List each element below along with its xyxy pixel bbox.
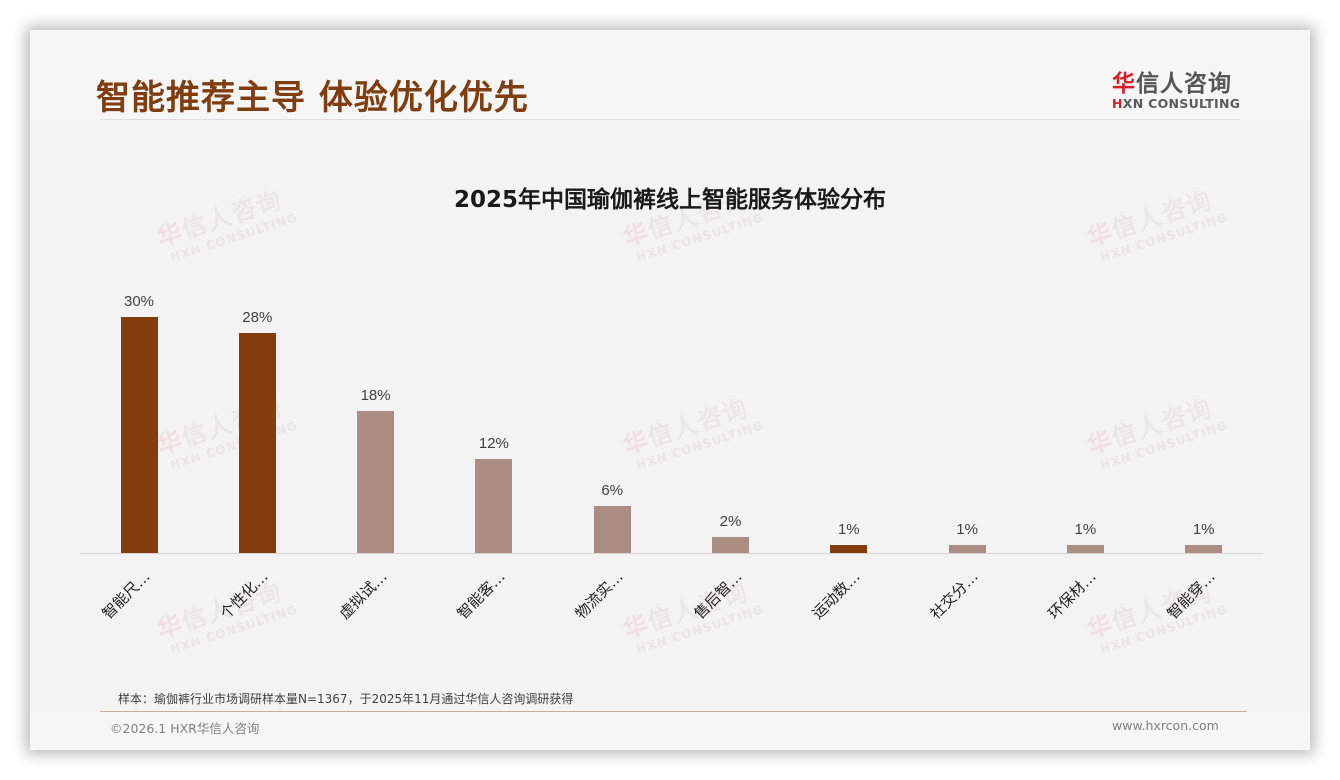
bar — [120, 317, 158, 553]
bar — [830, 545, 868, 553]
bar-value-label: 12% — [478, 435, 509, 452]
company-logo: 华信人咨询 HXN CONSULTING — [1112, 64, 1252, 111]
bar-value-label: 1% — [837, 521, 860, 538]
x-axis-baseline — [80, 553, 1263, 554]
category-label: 运动数… — [808, 567, 864, 623]
copyright-text: ©2026.1 HXR华信人咨询 — [110, 721, 260, 736]
category-label: 环保材… — [1044, 567, 1101, 623]
category-label: 虚拟试… — [335, 567, 391, 623]
logo-accent-char: 华 — [1112, 71, 1136, 97]
website-link[interactable]: www.hxrcon.com — [1112, 718, 1219, 733]
logo-en-rest: XN CONSULTING — [1122, 96, 1241, 111]
bar — [712, 537, 749, 553]
footer-band — [30, 712, 1310, 750]
category-label: 物流实… — [571, 567, 627, 623]
bar-value-label: 1% — [956, 521, 978, 538]
slide-card: 华信人咨询 HXN CONSULTING 华信人咨询 HXN CONSULTING 华信… — [30, 30, 1310, 750]
bar — [593, 506, 631, 553]
bar-value-label: 28% — [242, 309, 273, 326]
bar-value-label: 18% — [360, 387, 391, 404]
category-label: 智能尺… — [98, 567, 154, 623]
bar-value-label: 30% — [123, 293, 155, 310]
category-label: 社交分… — [926, 567, 982, 623]
category-label: 智能客… — [453, 567, 509, 623]
category-label: 智能穿… — [1163, 567, 1219, 623]
footer-divider — [100, 711, 1247, 712]
bar — [1185, 545, 1223, 553]
bar-value-label: 1% — [1074, 521, 1097, 538]
bar — [357, 411, 395, 553]
logo-chinese: 华信人咨询 — [1112, 64, 1252, 98]
page-title: 智能推荐主导 体验优化优先 — [96, 78, 529, 118]
bar — [238, 333, 276, 553]
title-divider — [100, 119, 1240, 120]
bar-value-label: 1% — [1192, 521, 1215, 538]
bar — [1066, 545, 1104, 553]
logo-chinese-rest: 信人咨询 — [1136, 71, 1232, 97]
logo-en-accent: H — [1112, 96, 1123, 111]
bar-value-label: 6% — [601, 482, 624, 499]
bar-chart: 30% 智能尺… 28% 个性化… 18% 虚拟试… 12% 智能客… 6% 物流实… 2% 售后智…… — [30, 30, 1310, 750]
sample-footnote: 样本：瑜伽裤行业市场调研样本量N=1367，于2025年11月通过华信人咨询调研… — [118, 692, 574, 706]
bar — [948, 545, 986, 553]
chart-title: 2025年中国瑜伽裤线上智能服务体验分布 — [453, 187, 886, 213]
bar — [475, 459, 513, 553]
category-label: 售后智… — [690, 567, 746, 623]
category-label: 个性化… — [216, 567, 273, 623]
bar-value-label: 2% — [719, 513, 742, 530]
header-band — [30, 30, 1310, 120]
logo-english: HXN CONSULTING — [1112, 96, 1252, 111]
